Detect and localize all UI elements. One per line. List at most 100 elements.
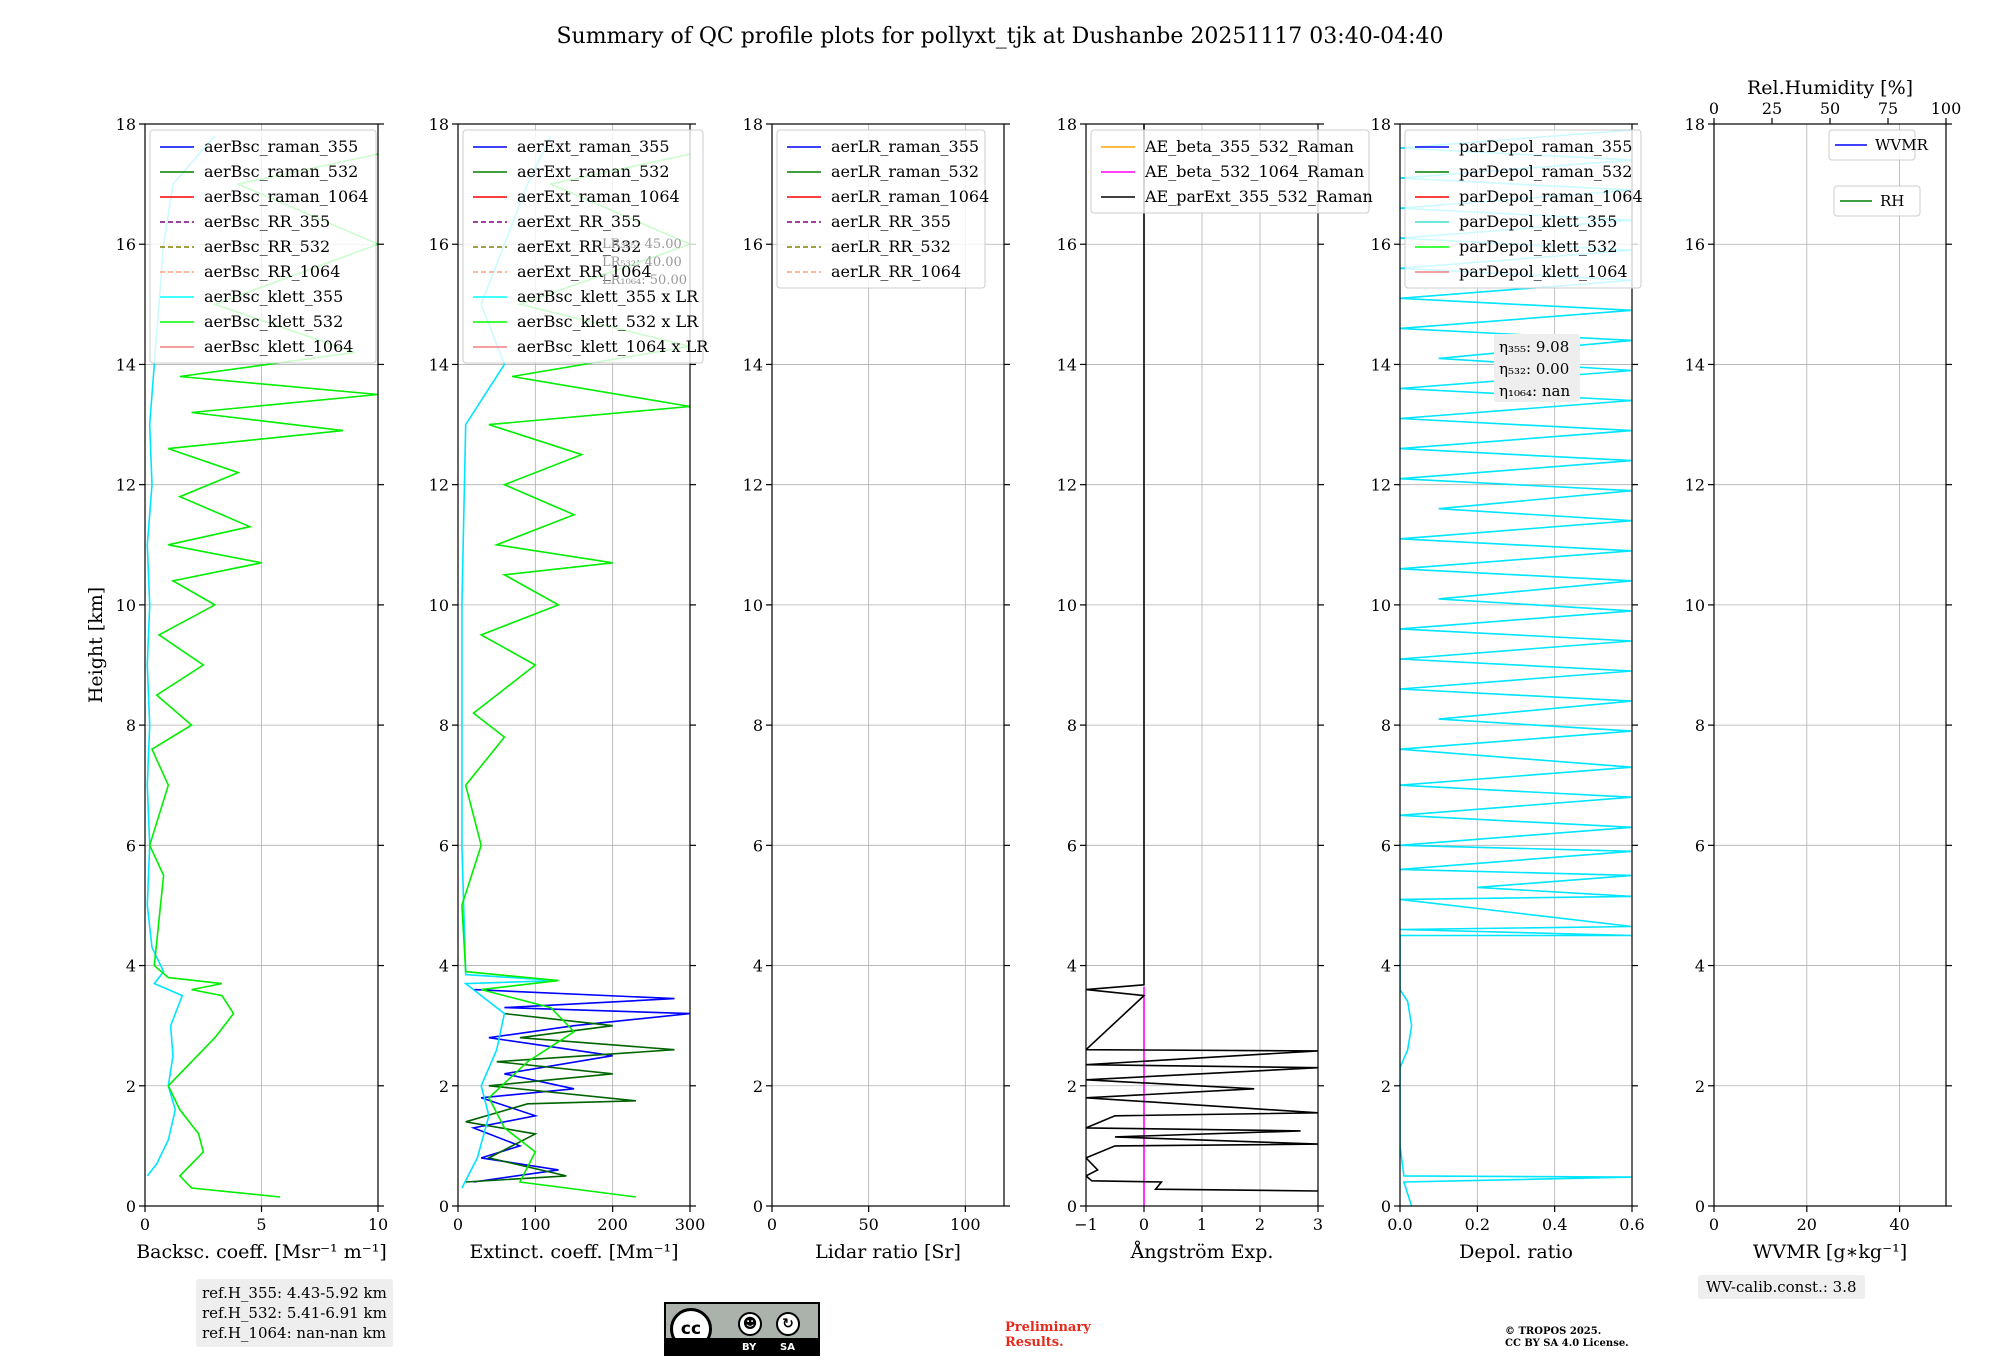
y-tick-label: 18	[1685, 115, 1705, 134]
legend: AE_beta_355_532_Raman AE_beta_532_1064_Ra…	[1090, 129, 1373, 214]
y-tick-label: 10	[1057, 596, 1077, 615]
y-tick-label: 8	[1695, 716, 1705, 735]
x-tick-label: 0	[140, 1215, 150, 1234]
y-tick-label: 0	[1067, 1197, 1077, 1216]
x-tick-label: 100	[520, 1215, 551, 1234]
panel-lidar_ratio: 0 2 4 6 8 10 12 14 16 18 0 50 100 Lidar ratio [Sr] aer…	[743, 115, 1010, 1263]
y-tick-label: 4	[439, 957, 449, 976]
eta-annotation: η₅₃₂: 0.00	[1499, 360, 1569, 378]
y-tick-label: 6	[439, 836, 449, 855]
y-tick-label: 0	[439, 1197, 449, 1216]
y-tick-label: 14	[116, 355, 136, 374]
legend: WVMR RH	[1828, 129, 1929, 217]
legend-label: aerBsc_klett_355	[204, 287, 343, 306]
panel-backscatter: 0 2 4 6 8 10 12 14 16 18 0 5 10 Backsc. coeff. [Msr⁻¹…	[116, 115, 389, 1263]
x-tick-label: 0.2	[1465, 1215, 1490, 1234]
legend-label: aerExt_raman_532	[517, 162, 670, 181]
legend-label: aerExt_RR_355	[517, 212, 641, 231]
lidar-ratio-annotation: LR₅₃₂: 40.00	[602, 255, 682, 270]
y-tick-label: 4	[1695, 957, 1705, 976]
y-tick-label: 4	[1067, 957, 1077, 976]
legend-label: parDepol_klett_355	[1459, 212, 1617, 231]
axes-frame	[1713, 123, 1947, 1207]
y-tick-label: 2	[439, 1077, 449, 1096]
y-tick-label: 6	[1695, 836, 1705, 855]
y-tick-label: 8	[1067, 716, 1077, 735]
legend-label: parDepol_klett_1064	[1459, 262, 1628, 281]
top-x-tick-label: 75	[1878, 99, 1898, 118]
legend-label: aerExt_RR_532	[517, 237, 641, 256]
x-axis-label: Depol. ratio	[1459, 1241, 1573, 1263]
attribution-person-icon: ☻	[738, 1312, 762, 1336]
series-aerBsc_klett_532	[148, 153, 378, 1198]
x-tick-label: 2	[1255, 1215, 1265, 1234]
share-alike-icon: ↻	[776, 1312, 800, 1336]
eta-annotation: η₃₅₅: 9.08	[1499, 338, 1569, 356]
legend-box	[149, 129, 377, 364]
legend-label: parDepol_klett_532	[1459, 237, 1617, 256]
legend-label: parDepol_raman_532	[1459, 162, 1632, 181]
legend-label: aerLR_RR_532	[831, 237, 951, 256]
legend-label: aerLR_RR_355	[831, 212, 951, 231]
y-tick-label: 12	[1371, 476, 1391, 495]
eta-box	[1494, 334, 1580, 402]
legend-label: aerBsc_RR_1064	[204, 262, 340, 281]
axes-frame	[771, 123, 1005, 1207]
panel-depolarization: 0 2 4 6 8 10 12 14 16 18 0.0 0.2 0.4 0.6 Depol. ratio p…	[1371, 115, 1645, 1263]
y-tick-label: 14	[429, 355, 449, 374]
x-tick-label: 1	[1197, 1215, 1207, 1234]
legend-label: parDepol_raman_355	[1459, 137, 1632, 156]
legend-box	[776, 129, 986, 289]
cc-sa-label: SA	[780, 1342, 795, 1353]
legend-label: AE_beta_355_532_Raman	[1144, 137, 1354, 156]
x-axis-label: Ångström Exp.	[1130, 1241, 1274, 1263]
ref-height-532: ref.H_532: 5.41-6.91 km	[202, 1304, 387, 1322]
y-tick-label: 8	[439, 716, 449, 735]
legend: aerExt_raman_355 aerExt_raman_532 aerExt_r…	[462, 129, 709, 364]
y-tick-label: 18	[743, 115, 763, 134]
legend-label: WVMR	[1875, 136, 1929, 154]
series-AE_parExt_355_532_Raman	[1086, 124, 1318, 1192]
y-tick-label: 4	[126, 957, 136, 976]
axes-frame	[457, 123, 691, 1207]
y-tick-label: 14	[1057, 355, 1077, 374]
x-axis-label: Backsc. coeff. [Msr⁻¹ m⁻¹]	[136, 1241, 387, 1263]
y-tick-label: 10	[743, 596, 763, 615]
y-tick-label: 10	[116, 596, 136, 615]
x-tick-label: 0	[453, 1215, 463, 1234]
y-tick-label: 18	[429, 115, 449, 134]
legend-label: aerBsc_raman_532	[204, 162, 358, 181]
ref-height-1064: ref.H_1064: nan-nan km	[202, 1324, 387, 1342]
x-tick-label: 0.4	[1542, 1215, 1567, 1234]
reference-heights-box: ref.H_355: 4.43-5.92 km ref.H_532: 5.41-…	[196, 1279, 393, 1347]
y-tick-label: 4	[1381, 957, 1391, 976]
legend-box	[1404, 129, 1642, 289]
x-tick-label: 0	[767, 1215, 777, 1234]
y-tick-label: 6	[1067, 836, 1077, 855]
y-tick-label: 16	[1057, 235, 1077, 254]
y-tick-label: 10	[429, 596, 449, 615]
x-tick-label: 0.0	[1387, 1215, 1412, 1234]
legend-label: RH	[1880, 192, 1904, 210]
x-tick-label: 3	[1313, 1215, 1323, 1234]
x-axis-label: Extinct. coeff. [Mm⁻¹]	[469, 1241, 678, 1263]
y-tick-label: 0	[1381, 1197, 1391, 1216]
preliminary-results-note: Preliminary Results.	[1005, 1320, 1091, 1350]
x-tick-label: 20	[1797, 1215, 1817, 1234]
legend-label: aerExt_raman_355	[517, 137, 670, 156]
y-tick-label: 2	[753, 1077, 763, 1096]
y-tick-label: 12	[743, 476, 763, 495]
legend-label: parDepol_raman_1064	[1459, 187, 1643, 206]
y-tick-label: 16	[116, 235, 136, 254]
axes-frame	[1399, 123, 1633, 1207]
eta-annotation: η₁₀₆₄: nan	[1499, 382, 1570, 400]
y-tick-label: 18	[1371, 115, 1391, 134]
series-aerBsc_klett_532 x LR	[461, 153, 690, 1198]
y-tick-label: 2	[1381, 1077, 1391, 1096]
lidar-ratio-annotation: LR₃₅₅: 45.00	[602, 237, 682, 252]
y-tick-label: 6	[753, 836, 763, 855]
x-axis-label: Lidar ratio [Sr]	[815, 1241, 961, 1263]
y-tick-label: 18	[116, 115, 136, 134]
